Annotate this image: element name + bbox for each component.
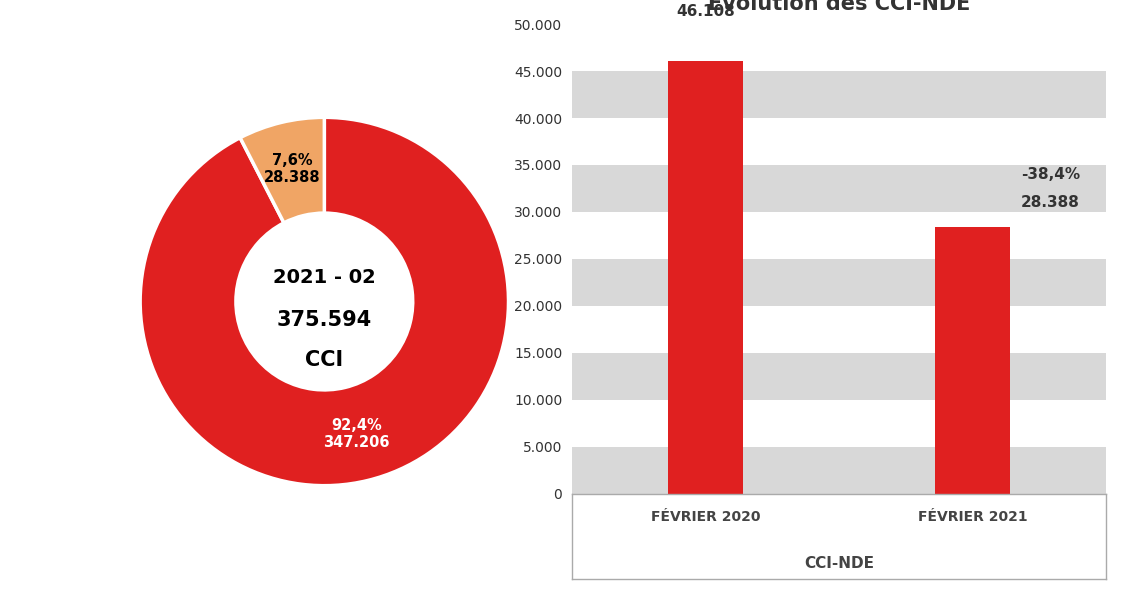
- Bar: [668, 61, 743, 493]
- Bar: [572, 71, 1106, 118]
- Text: 92,4%
347.206: 92,4% 347.206: [323, 418, 390, 450]
- Text: 7,6%
28.388: 7,6% 28.388: [264, 153, 320, 185]
- Text: 28.388: 28.388: [1021, 195, 1079, 210]
- Text: 375.594: 375.594: [276, 310, 372, 330]
- Text: FÉVRIER 2020: FÉVRIER 2020: [651, 510, 760, 525]
- Bar: [572, 400, 1106, 447]
- Wedge shape: [240, 118, 325, 223]
- Bar: [572, 24, 1106, 71]
- Title: Evolution des CCI-NDE: Evolution des CCI-NDE: [707, 0, 970, 14]
- Bar: [572, 306, 1106, 353]
- Bar: [572, 447, 1106, 493]
- Bar: [572, 118, 1106, 165]
- Text: 46.108: 46.108: [676, 4, 734, 19]
- Bar: [572, 259, 1106, 306]
- Text: CCI-NDE: CCI-NDE: [804, 556, 874, 571]
- Bar: [572, 165, 1106, 212]
- Text: -38,4%: -38,4%: [1021, 167, 1080, 182]
- Bar: [572, 212, 1106, 259]
- Bar: [572, 353, 1106, 400]
- Text: CCI: CCI: [305, 350, 344, 370]
- Text: 2021 - 02: 2021 - 02: [273, 268, 376, 287]
- Bar: [935, 227, 1010, 493]
- Wedge shape: [140, 118, 509, 485]
- Text: FÉVRIER 2021: FÉVRIER 2021: [917, 510, 1028, 525]
